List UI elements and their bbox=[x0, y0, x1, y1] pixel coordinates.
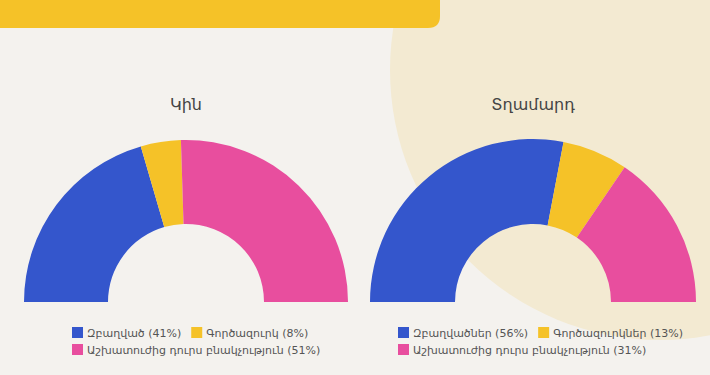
legend-label: Գործազուրկ (8%) bbox=[206, 327, 308, 340]
chart-svg: Կին Զբաղված (41%) Գործազուրկ (8%) Աշխատուժի… bbox=[0, 0, 710, 375]
half-donut-chart: Կին Զբաղված (41%) Գործազուրկ (8%) Աշխատուժի… bbox=[24, 95, 348, 357]
legend-swatch bbox=[398, 344, 409, 355]
legend-label: Աշխատուժից դուրս բնակչություն (51%) bbox=[87, 344, 320, 357]
slice bbox=[577, 167, 696, 302]
legend-swatch bbox=[72, 327, 83, 338]
legend-swatch bbox=[398, 327, 409, 338]
legend: Զբաղված (41%) Գործազուրկ (8%) Աշխատուժից դ… bbox=[72, 327, 320, 357]
legend-label: Գործազուրկներ (13%) bbox=[553, 327, 683, 340]
legend-swatch bbox=[538, 327, 549, 338]
legend-label: Աշխատուժից դուրս բնակչություն (31%) bbox=[413, 344, 646, 357]
legend-label: Զբաղված (41%) bbox=[87, 327, 181, 340]
chart-title: Տղամարդ bbox=[491, 95, 575, 114]
slice bbox=[370, 139, 564, 302]
legend-label: Զբաղվածներ (56%) bbox=[413, 327, 528, 340]
legend: Զբաղվածներ (56%) Գործազուրկներ (13%) Աշխատ… bbox=[398, 327, 683, 357]
header-bar bbox=[0, 0, 440, 28]
stage: {"chart_data": [ {"type": "pie", "title"… bbox=[0, 0, 710, 375]
slice bbox=[24, 146, 164, 302]
legend-swatch bbox=[191, 327, 202, 338]
half-donut-chart: Տղամարդ Զբաղվածներ (56%) Գործազուրկներ (13… bbox=[370, 95, 696, 357]
slice bbox=[141, 140, 184, 227]
slice bbox=[181, 140, 348, 302]
legend-swatch bbox=[72, 344, 83, 355]
chart-title: Կին bbox=[170, 95, 202, 114]
